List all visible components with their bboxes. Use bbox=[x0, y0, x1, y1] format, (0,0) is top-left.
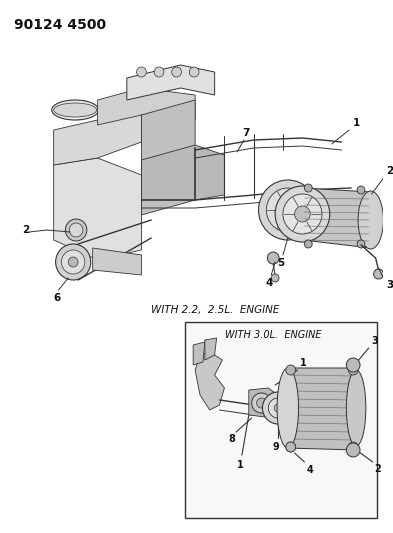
Circle shape bbox=[266, 188, 309, 232]
Polygon shape bbox=[54, 110, 141, 165]
Text: 2: 2 bbox=[375, 464, 381, 474]
Text: 2: 2 bbox=[386, 166, 393, 176]
Ellipse shape bbox=[346, 370, 366, 446]
Circle shape bbox=[357, 186, 365, 194]
Polygon shape bbox=[127, 65, 215, 100]
Polygon shape bbox=[249, 388, 278, 418]
Circle shape bbox=[346, 443, 360, 457]
Circle shape bbox=[172, 67, 182, 77]
Polygon shape bbox=[195, 352, 224, 410]
Ellipse shape bbox=[65, 219, 87, 241]
Polygon shape bbox=[205, 338, 217, 360]
Text: 1: 1 bbox=[353, 118, 360, 128]
Circle shape bbox=[357, 240, 365, 248]
Circle shape bbox=[267, 252, 279, 264]
Text: WITH 3.0L.  ENGINE: WITH 3.0L. ENGINE bbox=[225, 330, 321, 340]
Circle shape bbox=[374, 269, 384, 279]
Text: WITH 2.2,  2.5L.  ENGINE: WITH 2.2, 2.5L. ENGINE bbox=[151, 305, 279, 315]
Circle shape bbox=[305, 184, 312, 192]
Polygon shape bbox=[97, 88, 195, 125]
Text: 1: 1 bbox=[237, 460, 243, 470]
Bar bbox=[185, 322, 376, 518]
Circle shape bbox=[263, 392, 294, 424]
Text: 8: 8 bbox=[229, 434, 236, 444]
Ellipse shape bbox=[358, 191, 384, 249]
Circle shape bbox=[274, 404, 282, 412]
Circle shape bbox=[68, 257, 78, 267]
Circle shape bbox=[286, 442, 296, 452]
Circle shape bbox=[305, 240, 312, 248]
Polygon shape bbox=[141, 100, 195, 215]
Circle shape bbox=[189, 67, 199, 77]
Polygon shape bbox=[141, 145, 224, 200]
Circle shape bbox=[346, 358, 360, 372]
Circle shape bbox=[61, 250, 85, 274]
Circle shape bbox=[268, 398, 288, 418]
Text: 4: 4 bbox=[307, 465, 313, 475]
Polygon shape bbox=[93, 248, 141, 275]
Text: 90124 4500: 90124 4500 bbox=[14, 18, 106, 32]
Polygon shape bbox=[288, 368, 356, 450]
Circle shape bbox=[348, 442, 358, 452]
Text: 4: 4 bbox=[266, 278, 273, 288]
Text: 7: 7 bbox=[242, 128, 250, 138]
Polygon shape bbox=[193, 342, 205, 365]
Circle shape bbox=[295, 206, 310, 222]
Text: 2: 2 bbox=[22, 225, 29, 235]
Ellipse shape bbox=[277, 368, 299, 448]
Text: 6: 6 bbox=[53, 293, 60, 303]
Polygon shape bbox=[54, 158, 141, 260]
Text: 3: 3 bbox=[372, 336, 378, 346]
Circle shape bbox=[348, 365, 358, 375]
Text: 1: 1 bbox=[299, 358, 306, 368]
Ellipse shape bbox=[52, 100, 99, 120]
Circle shape bbox=[286, 365, 296, 375]
Text: 5: 5 bbox=[277, 258, 285, 268]
Circle shape bbox=[56, 244, 91, 280]
Circle shape bbox=[259, 180, 317, 240]
Circle shape bbox=[271, 274, 279, 282]
Polygon shape bbox=[303, 188, 371, 248]
Ellipse shape bbox=[69, 223, 83, 237]
Circle shape bbox=[154, 67, 164, 77]
Text: 9: 9 bbox=[273, 442, 279, 452]
Circle shape bbox=[283, 194, 322, 234]
Circle shape bbox=[257, 398, 266, 408]
Circle shape bbox=[278, 200, 298, 220]
Circle shape bbox=[286, 442, 296, 452]
Circle shape bbox=[252, 393, 271, 413]
Ellipse shape bbox=[54, 103, 97, 117]
Text: 3: 3 bbox=[386, 280, 393, 290]
Circle shape bbox=[275, 186, 330, 242]
Circle shape bbox=[137, 67, 146, 77]
